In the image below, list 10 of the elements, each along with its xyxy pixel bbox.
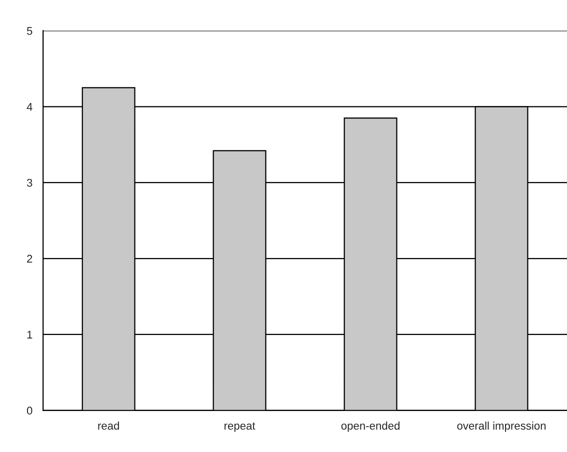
y-tick-label: 3 (26, 178, 32, 187)
x-tick-label: overall impression (457, 422, 546, 432)
y-tick-label: 1 (27, 330, 32, 339)
x-tick-label: open-ended (341, 422, 400, 432)
y-tick-label: 2 (27, 254, 32, 263)
x-tick-label: read (98, 422, 119, 430)
y-tick-label: 5 (26, 27, 32, 35)
x-tick-label: repeat (224, 422, 256, 432)
y-tick-label: 0 (26, 406, 32, 415)
y-tick-label: 4 (26, 103, 32, 111)
